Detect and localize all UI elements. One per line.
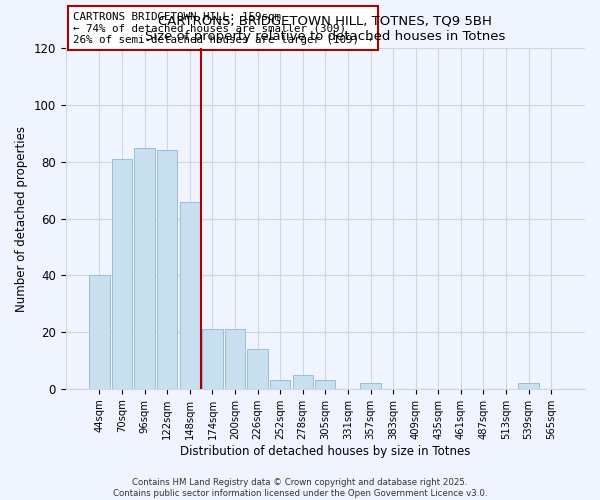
Bar [293, 374, 313, 389]
Bar [247, 349, 268, 389]
Bar [179, 202, 200, 389]
Bar [518, 383, 539, 389]
Title: CARTRONS, BRIDGETOWN HILL, TOTNES, TQ9 5BH
Size of property relative to detached: CARTRONS, BRIDGETOWN HILL, TOTNES, TQ9 5… [145, 15, 506, 43]
Bar [157, 150, 178, 389]
Bar [112, 159, 132, 389]
Bar [225, 330, 245, 389]
X-axis label: Distribution of detached houses by size in Totnes: Distribution of detached houses by size … [180, 444, 470, 458]
Text: Contains HM Land Registry data © Crown copyright and database right 2025.
Contai: Contains HM Land Registry data © Crown c… [113, 478, 487, 498]
Bar [270, 380, 290, 389]
Bar [361, 383, 380, 389]
Bar [202, 330, 223, 389]
Bar [315, 380, 335, 389]
Y-axis label: Number of detached properties: Number of detached properties [15, 126, 28, 312]
Text: CARTRONS BRIDGETOWN HILL: 159sqm
← 74% of detached houses are smaller (309)
26% : CARTRONS BRIDGETOWN HILL: 159sqm ← 74% o… [73, 12, 373, 45]
Bar [89, 276, 110, 389]
Bar [134, 148, 155, 389]
